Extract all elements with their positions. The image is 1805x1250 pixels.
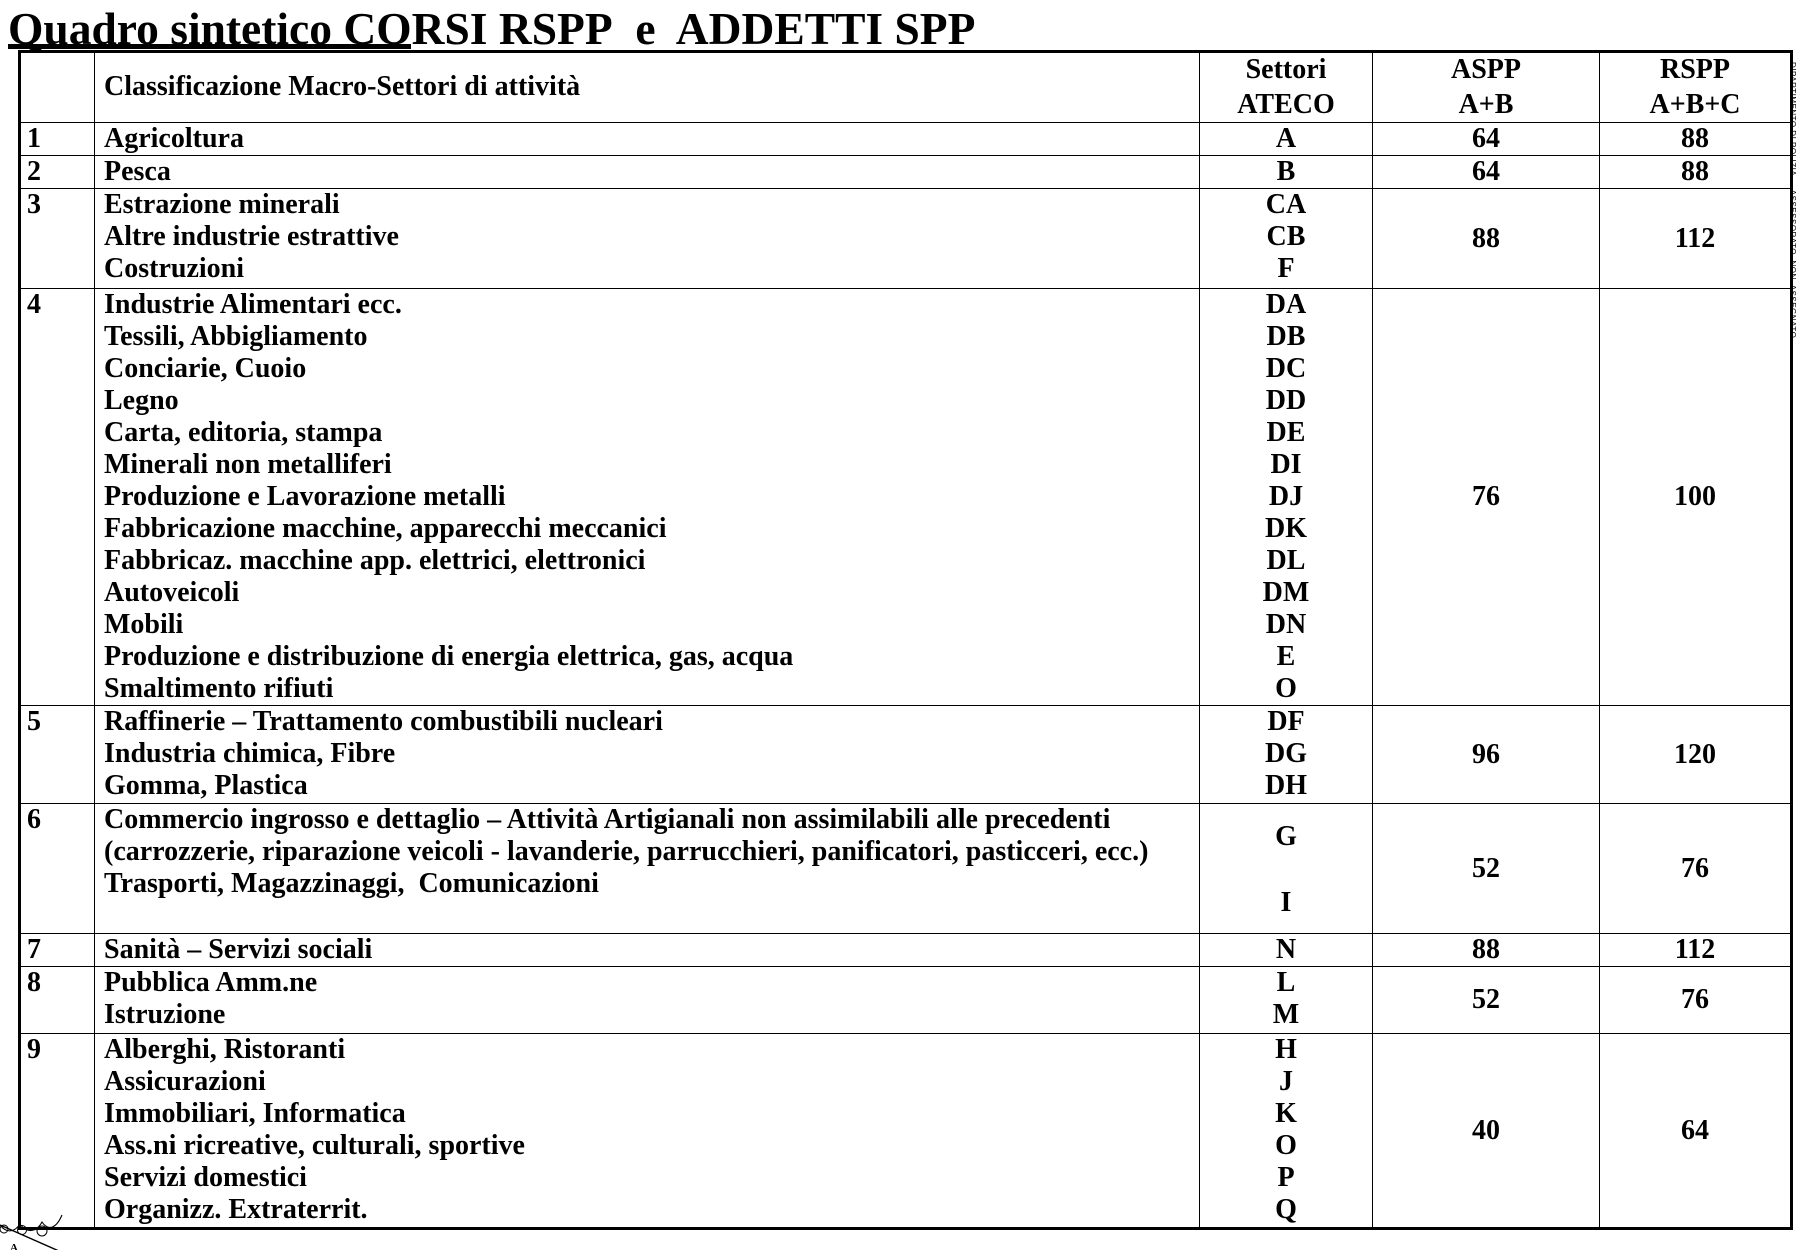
svg-text:A: A	[10, 1242, 18, 1250]
